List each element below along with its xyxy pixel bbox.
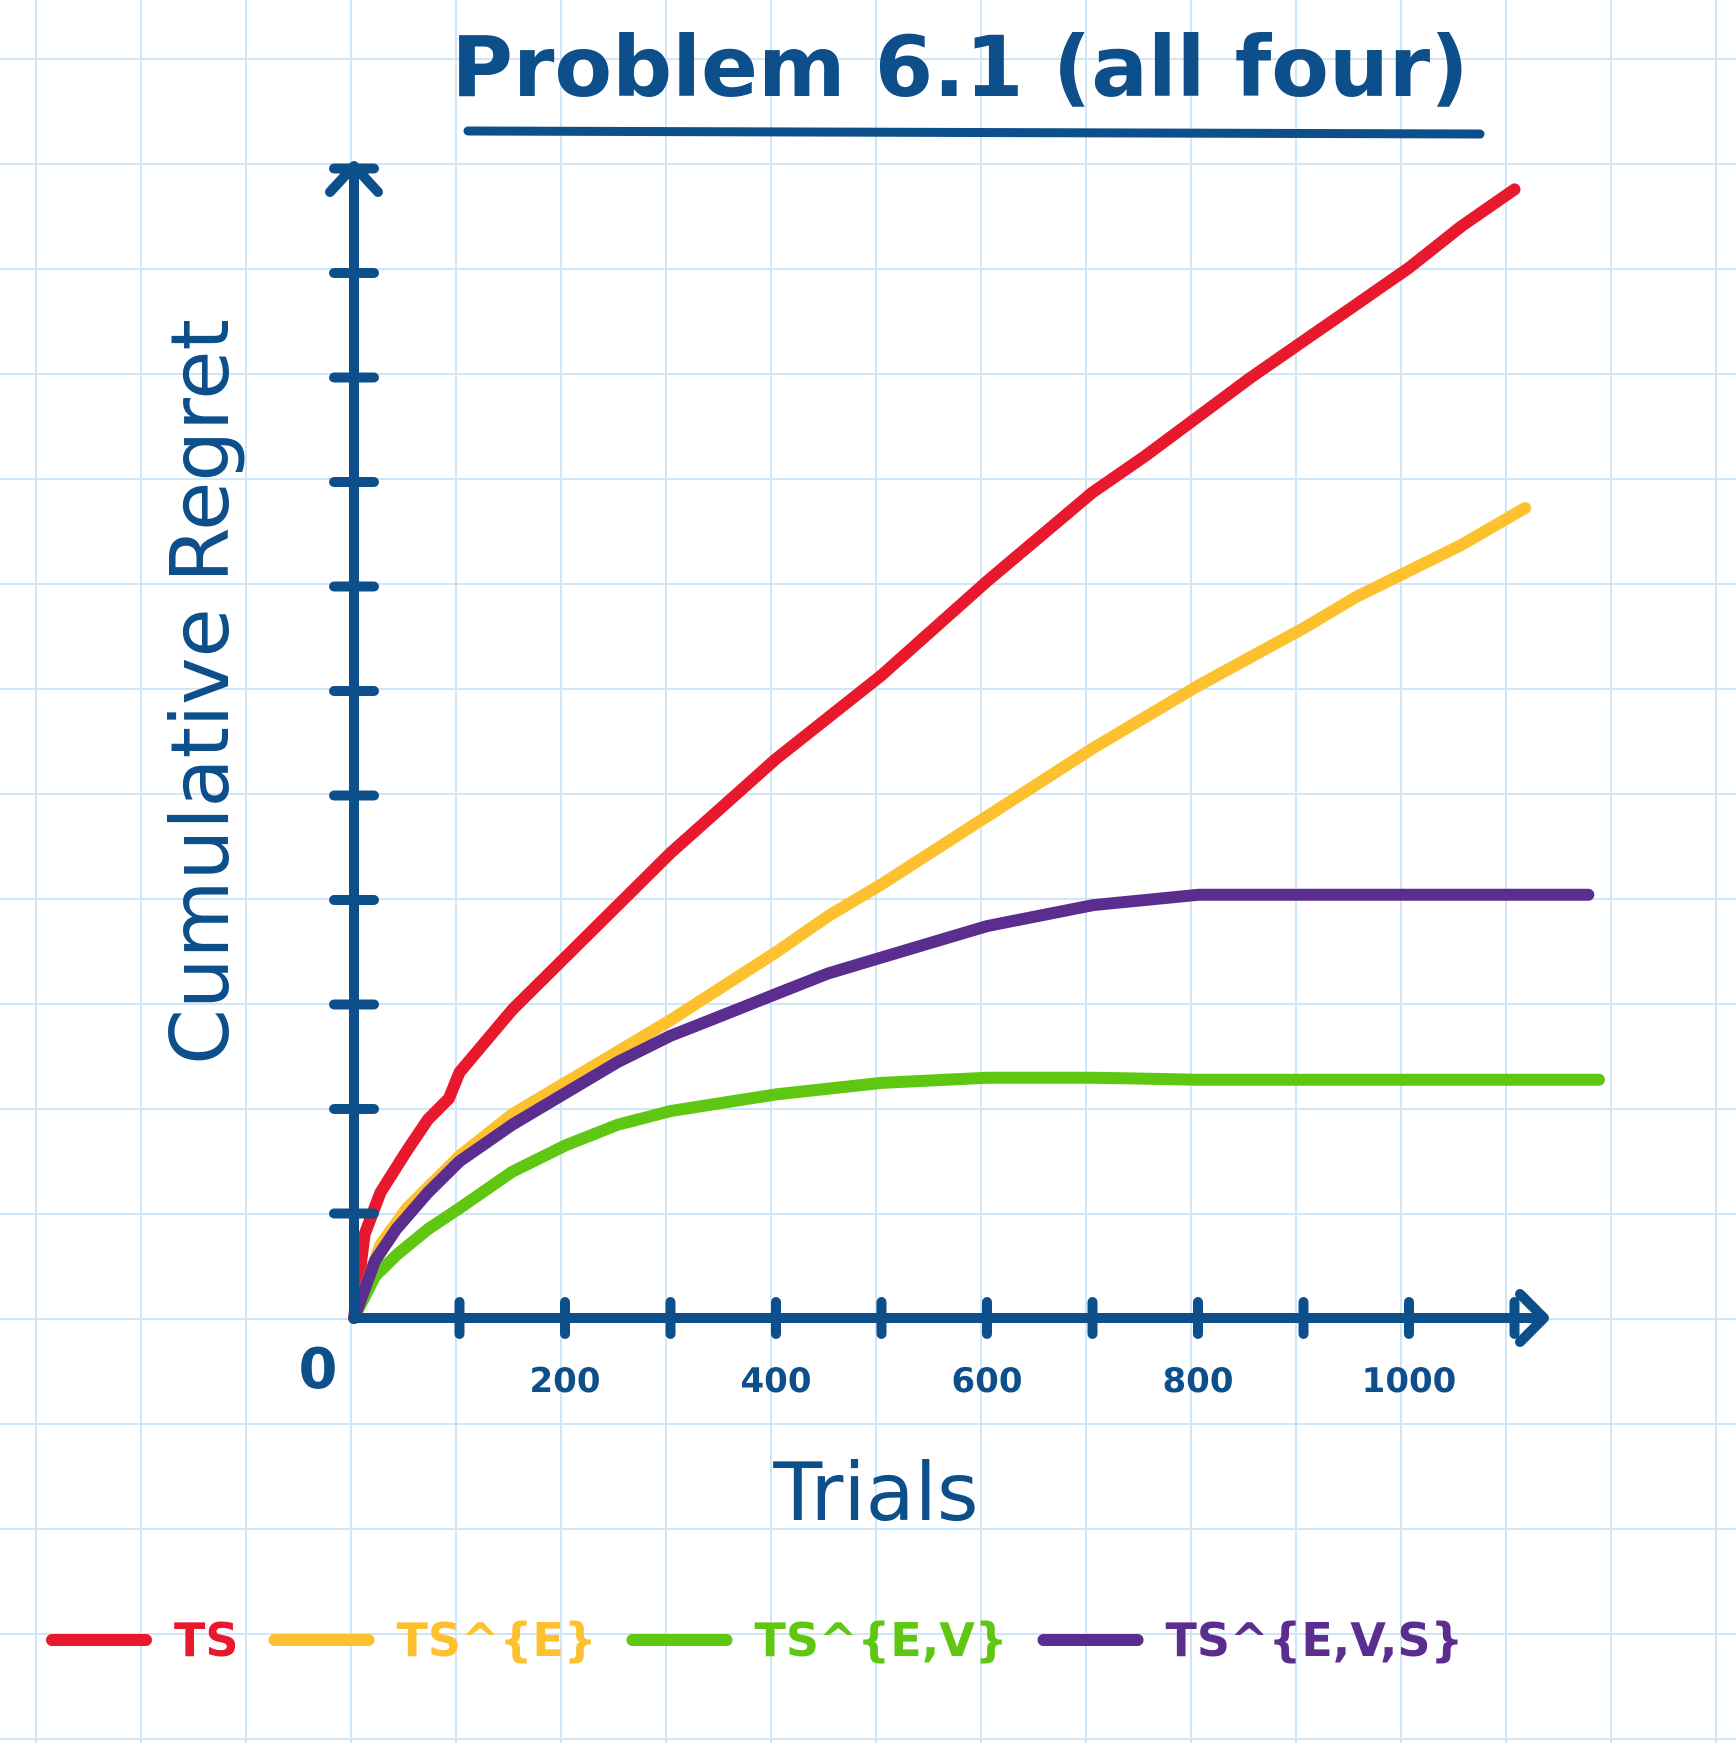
series-line-3 — [348, 1071, 1605, 1324]
x-tick-label: 600 — [952, 1361, 1023, 1401]
title-underline — [463, 126, 1485, 139]
chart-title: Problem 6.1 (all four) — [451, 18, 1468, 116]
x-tick-label: 800 — [1163, 1361, 1234, 1401]
series-line-4 — [348, 888, 1595, 1324]
x-axis-arrow — [1515, 1289, 1549, 1347]
legend: TS TS^{E} TS^{E,V} TS^{E,V,S} — [46, 1613, 1464, 1667]
axis-ticks: 0 200 400 600 800 1000 — [299, 163, 1520, 1402]
x-tick-label: 0 — [299, 1337, 338, 1402]
legend-label-4: TS^{E,V,S} — [1166, 1613, 1464, 1667]
legend-label-3: TS^{E,V} — [755, 1613, 1008, 1667]
y-axis-label: Cumulative Regret — [154, 319, 247, 1065]
axes — [325, 161, 1549, 1347]
series-layer — [348, 183, 1605, 1324]
legend-label-2: TS^{E} — [397, 1613, 597, 1667]
x-tick-label: 200 — [530, 1361, 601, 1401]
x-tick-label: 1000 — [1362, 1361, 1457, 1401]
x-axis-label: Trials — [772, 1446, 978, 1539]
x-tick-label: 400 — [741, 1361, 812, 1401]
series-line-1 — [348, 183, 1521, 1324]
legend-label-1: TS — [174, 1613, 239, 1667]
